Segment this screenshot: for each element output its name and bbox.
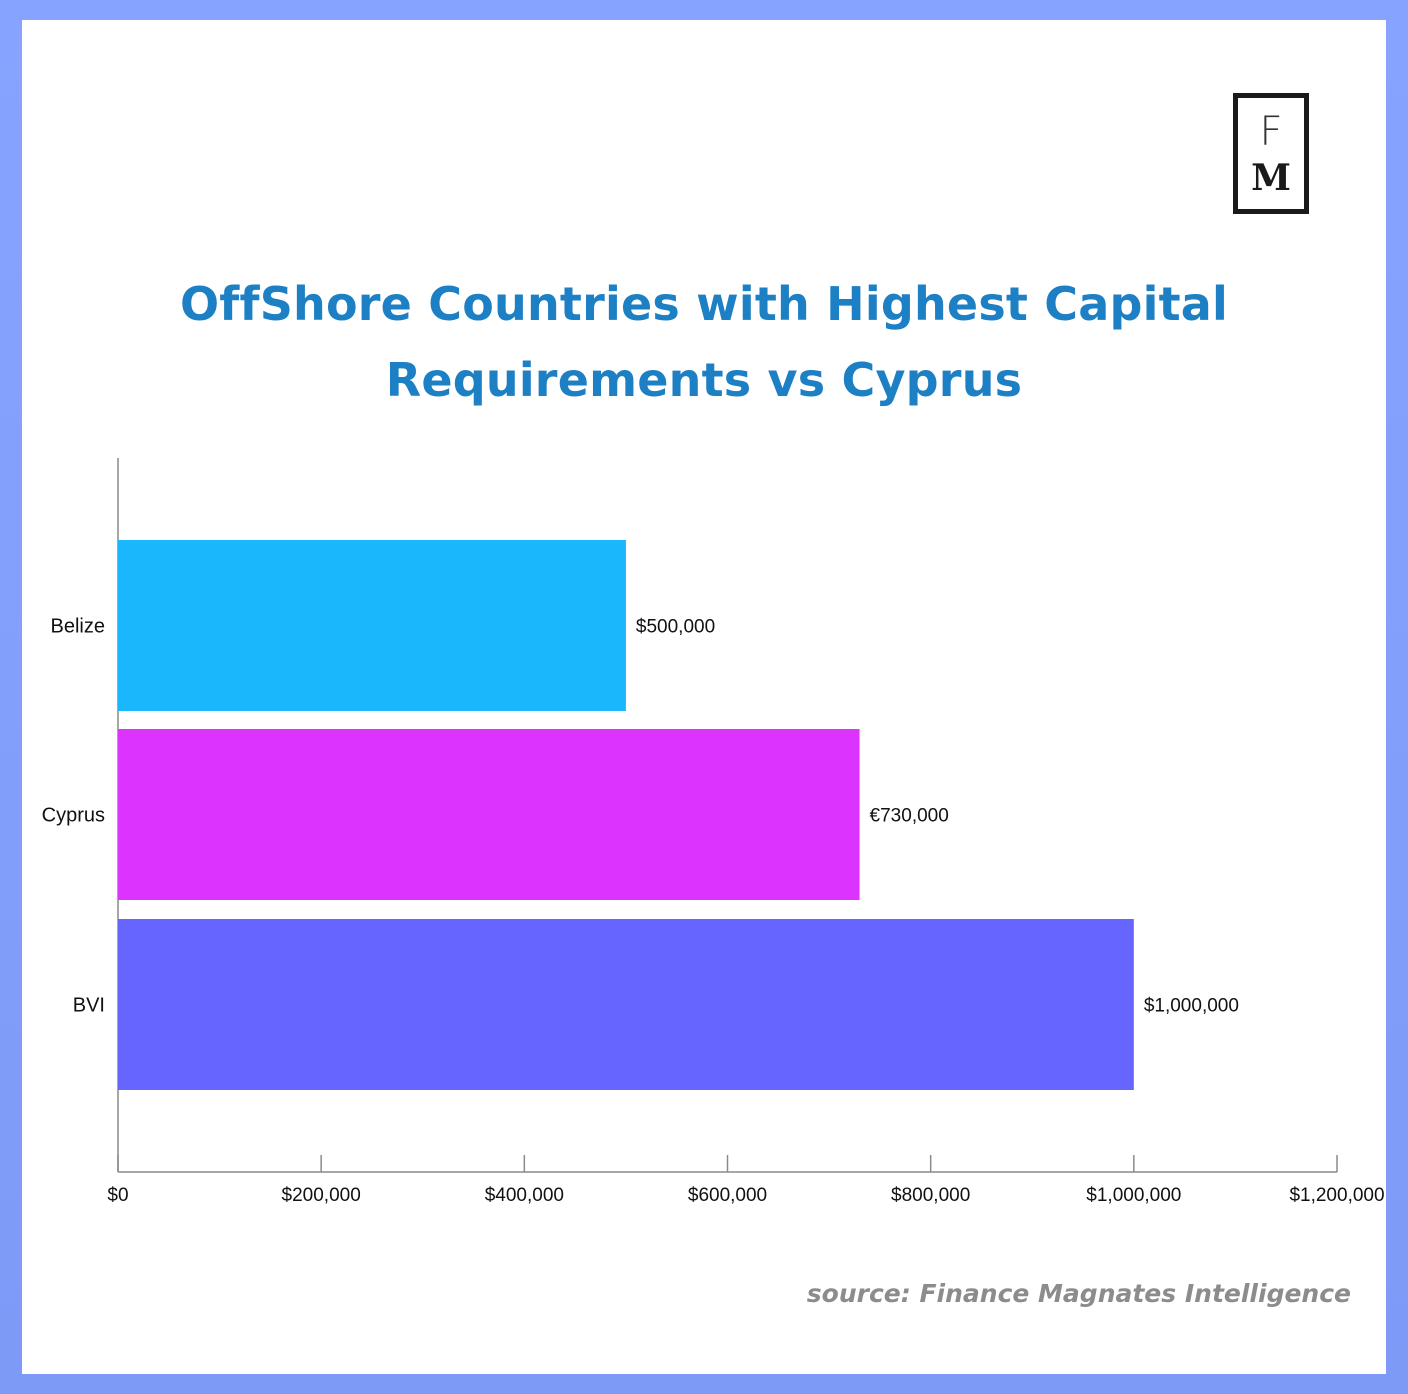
x-tick-label: $400,000 [485,1185,564,1206]
bar-belize [118,540,626,711]
data-label: $500,000 [636,617,715,638]
category-label: BVI [73,995,105,1017]
chart-title-line-2: Requirements vs Cyprus [385,353,1023,407]
chart-bars [118,540,1134,1090]
x-tick-label: $1,000,000 [1086,1185,1181,1206]
x-tick-label: $800,000 [891,1185,970,1206]
fm-logo: F M [1233,93,1309,214]
logo-letter-f: F [1259,109,1283,155]
category-label: Cyprus [42,805,105,827]
logo-letter-m: M [1251,157,1291,199]
data-label: $1,000,000 [1144,996,1239,1017]
chart-title-line-1: OffShore Countries with Highest Capital [179,277,1229,331]
x-tick-label: $200,000 [282,1185,361,1206]
chart-labels: $0 $200,000 $400,000 $600,000 $800,000 $1,000… [42,616,1385,1207]
bar-bvi [118,919,1134,1090]
x-tick-label: $600,000 [688,1185,767,1206]
category-label: Belize [51,616,105,638]
data-label: €730,000 [870,806,949,827]
source-note: source: Finance Magnates Intelligence [806,1279,1351,1308]
x-tick-label: $0 [107,1185,128,1206]
x-tick-label: $1,200,000 [1289,1185,1384,1206]
bar-cyprus [118,729,860,900]
